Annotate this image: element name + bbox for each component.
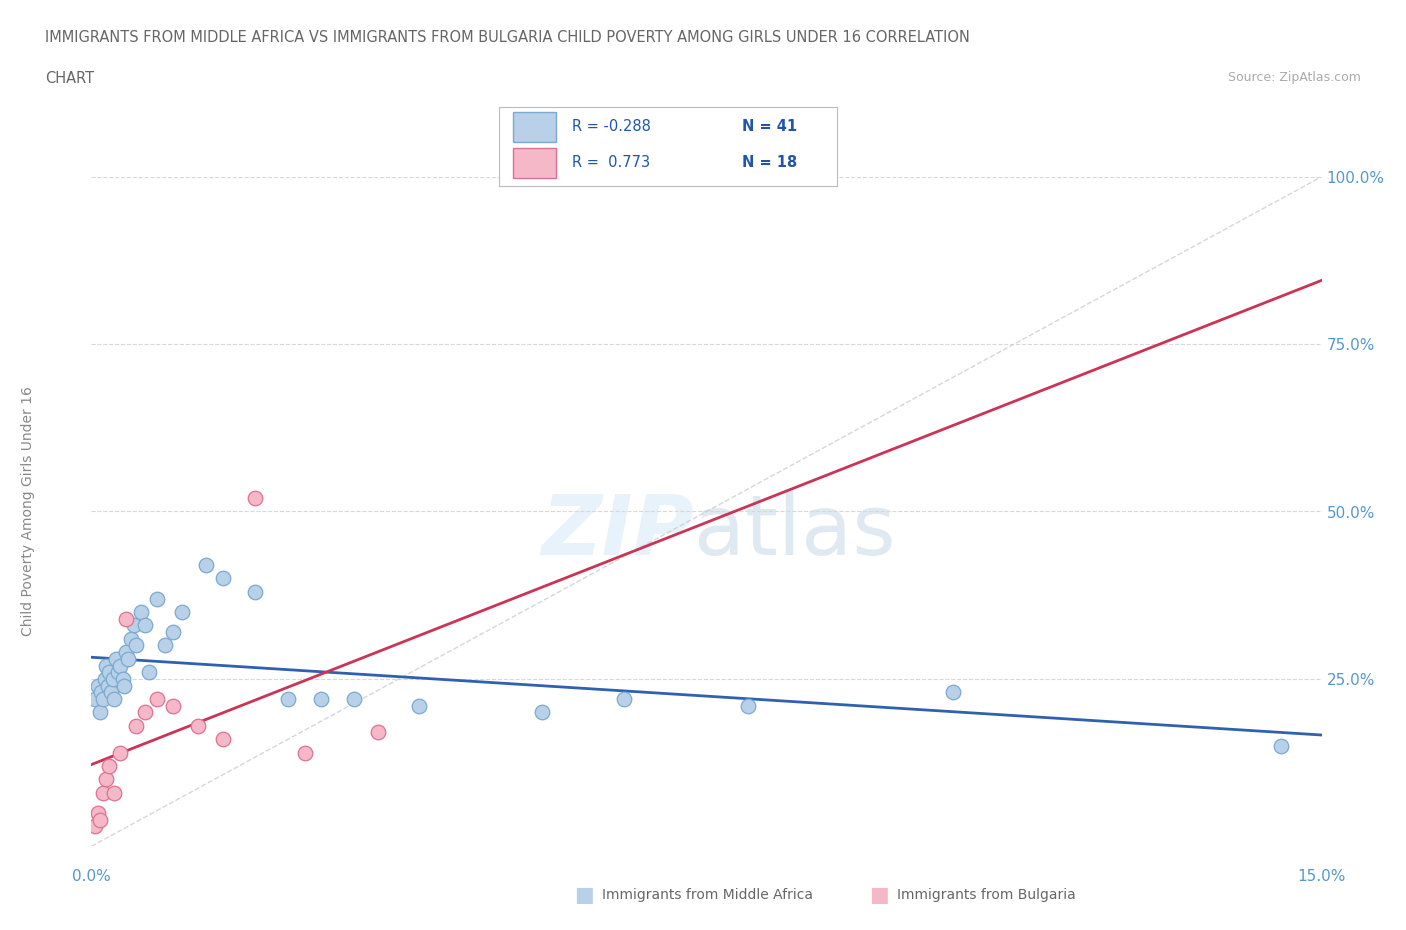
Point bbox=[211, 571, 233, 586]
Text: ZIP: ZIP bbox=[541, 491, 695, 572]
Text: atlas: atlas bbox=[695, 491, 896, 572]
Point bbox=[89, 812, 111, 827]
Point bbox=[87, 678, 110, 693]
Point bbox=[146, 591, 169, 606]
Text: CHART: CHART bbox=[45, 71, 94, 86]
Point bbox=[187, 718, 209, 733]
Point bbox=[1270, 738, 1292, 753]
Text: N = 18: N = 18 bbox=[742, 154, 797, 170]
Point bbox=[96, 772, 117, 787]
Text: 15.0%: 15.0% bbox=[1298, 869, 1346, 883]
Point bbox=[170, 604, 193, 619]
Point bbox=[134, 705, 156, 720]
Text: Child Poverty Among Girls Under 16: Child Poverty Among Girls Under 16 bbox=[21, 387, 35, 636]
Point bbox=[737, 698, 759, 713]
Point bbox=[129, 604, 152, 619]
Point bbox=[87, 805, 110, 820]
Text: ■: ■ bbox=[574, 884, 593, 905]
Point bbox=[195, 558, 218, 573]
Point bbox=[367, 725, 389, 740]
Text: Immigrants from Middle Africa: Immigrants from Middle Africa bbox=[602, 887, 813, 902]
Point bbox=[111, 671, 134, 686]
Point bbox=[98, 665, 121, 680]
Text: N = 41: N = 41 bbox=[742, 119, 797, 134]
Point bbox=[122, 618, 145, 632]
Point bbox=[277, 692, 299, 707]
Point bbox=[245, 584, 267, 599]
Point bbox=[114, 644, 138, 659]
Text: ■: ■ bbox=[869, 884, 889, 905]
Text: Immigrants from Bulgaria: Immigrants from Bulgaria bbox=[897, 887, 1076, 902]
Text: 0.0%: 0.0% bbox=[72, 869, 111, 883]
Point bbox=[245, 491, 267, 506]
Point bbox=[162, 698, 184, 713]
Point bbox=[112, 678, 135, 693]
Point bbox=[101, 671, 124, 686]
Point bbox=[125, 638, 148, 653]
Point bbox=[941, 684, 963, 699]
Point bbox=[97, 678, 120, 693]
Point bbox=[89, 705, 111, 720]
Text: IMMIGRANTS FROM MIDDLE AFRICA VS IMMIGRANTS FROM BULGARIA CHILD POVERTY AMONG GI: IMMIGRANTS FROM MIDDLE AFRICA VS IMMIGRA… bbox=[45, 30, 970, 45]
Point bbox=[120, 631, 142, 646]
Point bbox=[91, 785, 114, 800]
Point bbox=[84, 692, 107, 707]
Point bbox=[108, 658, 131, 673]
Point bbox=[138, 665, 160, 680]
Point bbox=[134, 618, 156, 632]
Text: R = -0.288: R = -0.288 bbox=[572, 119, 651, 134]
FancyBboxPatch shape bbox=[513, 112, 557, 141]
Text: Source: ZipAtlas.com: Source: ZipAtlas.com bbox=[1227, 71, 1361, 84]
Point bbox=[211, 732, 233, 747]
Point bbox=[343, 692, 366, 707]
Point bbox=[100, 684, 122, 699]
Point bbox=[125, 718, 148, 733]
Point bbox=[93, 671, 115, 686]
Point bbox=[103, 785, 125, 800]
Point bbox=[162, 625, 184, 640]
Point bbox=[107, 665, 129, 680]
Point bbox=[114, 611, 138, 626]
Point bbox=[90, 684, 112, 699]
Point bbox=[613, 692, 636, 707]
Text: R =  0.773: R = 0.773 bbox=[572, 154, 650, 170]
Point bbox=[153, 638, 177, 653]
Point bbox=[309, 692, 332, 707]
Point bbox=[294, 745, 316, 760]
Point bbox=[103, 692, 125, 707]
Point bbox=[91, 692, 114, 707]
Point bbox=[531, 705, 554, 720]
Point bbox=[84, 818, 107, 833]
FancyBboxPatch shape bbox=[513, 148, 557, 179]
Point bbox=[117, 651, 139, 666]
Point bbox=[105, 651, 127, 666]
Point bbox=[408, 698, 430, 713]
Point bbox=[98, 759, 121, 774]
Point bbox=[108, 745, 131, 760]
Point bbox=[146, 692, 169, 707]
Point bbox=[96, 658, 117, 673]
